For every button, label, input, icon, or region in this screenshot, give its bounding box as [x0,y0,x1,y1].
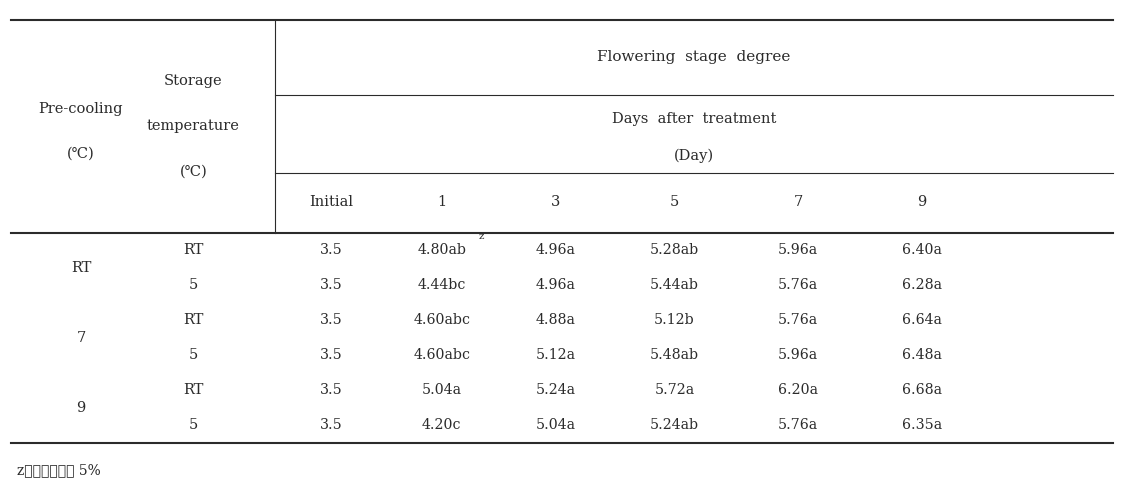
Text: 3.5: 3.5 [320,313,343,327]
Text: 6.40a: 6.40a [901,243,942,257]
Text: 5.04a: 5.04a [422,383,462,397]
Text: 6.28a: 6.28a [901,278,942,292]
Text: 6.64a: 6.64a [901,313,942,327]
Text: 5.96a: 5.96a [778,348,818,362]
Text: 6.35a: 6.35a [901,418,942,432]
Text: 5.24a: 5.24a [535,383,575,397]
Text: 3.5: 3.5 [320,418,343,432]
Text: RT: RT [183,383,203,397]
Text: 1: 1 [437,196,446,209]
Text: Pre-cooling: Pre-cooling [38,102,124,116]
Text: 5: 5 [189,418,198,432]
Text: 7: 7 [794,196,803,209]
Text: 5.24ab: 5.24ab [650,418,699,432]
Text: 4.96a: 4.96a [535,278,575,292]
Text: RT: RT [183,243,203,257]
Text: 4.80ab: 4.80ab [417,243,466,257]
Text: 9: 9 [917,196,926,209]
Text: temperature: temperature [147,119,239,133]
Text: 5.96a: 5.96a [778,243,818,257]
Text: 3.5: 3.5 [320,348,343,362]
Text: 5: 5 [189,348,198,362]
Text: 9: 9 [76,400,85,414]
Text: 5.44ab: 5.44ab [650,278,699,292]
Text: Initial: Initial [309,196,354,209]
Text: 5.76a: 5.76a [778,418,818,432]
Text: 4.88a: 4.88a [535,313,575,327]
Text: 3.5: 3.5 [320,243,343,257]
Text: 5.48ab: 5.48ab [650,348,699,362]
Text: 5.04a: 5.04a [535,418,575,432]
Text: z: z [479,232,484,241]
Text: 6.48a: 6.48a [901,348,942,362]
Text: z던콜다중검정 5%: z던콜다중검정 5% [17,463,101,477]
Text: 5.12b: 5.12b [654,313,695,327]
Text: 5: 5 [670,196,679,209]
Text: 5.76a: 5.76a [778,278,818,292]
Text: 7: 7 [76,330,85,344]
Text: 4.96a: 4.96a [535,243,575,257]
Text: Days  after  treatment: Days after treatment [611,112,777,126]
Text: 6.20a: 6.20a [778,383,818,397]
Text: 5.12a: 5.12a [535,348,575,362]
Text: 5.28ab: 5.28ab [650,243,699,257]
Text: 6.68a: 6.68a [901,383,942,397]
Text: 3.5: 3.5 [320,383,343,397]
Text: 4.60abc: 4.60abc [414,313,470,327]
Text: 4.60abc: 4.60abc [414,348,470,362]
Text: 3: 3 [551,196,560,209]
Text: 5: 5 [189,278,198,292]
Text: (℃): (℃) [67,147,94,161]
Text: RT: RT [71,260,91,274]
Text: Storage: Storage [164,74,223,88]
Text: 4.44bc: 4.44bc [417,278,466,292]
Text: (℃): (℃) [180,164,207,178]
Text: Flowering  stage  degree: Flowering stage degree [597,50,791,64]
Text: 5.72a: 5.72a [654,383,695,397]
Text: RT: RT [183,313,203,327]
Text: 4.20c: 4.20c [422,418,462,432]
Text: 3.5: 3.5 [320,278,343,292]
Text: (Day): (Day) [674,149,714,164]
Text: 5.76a: 5.76a [778,313,818,327]
